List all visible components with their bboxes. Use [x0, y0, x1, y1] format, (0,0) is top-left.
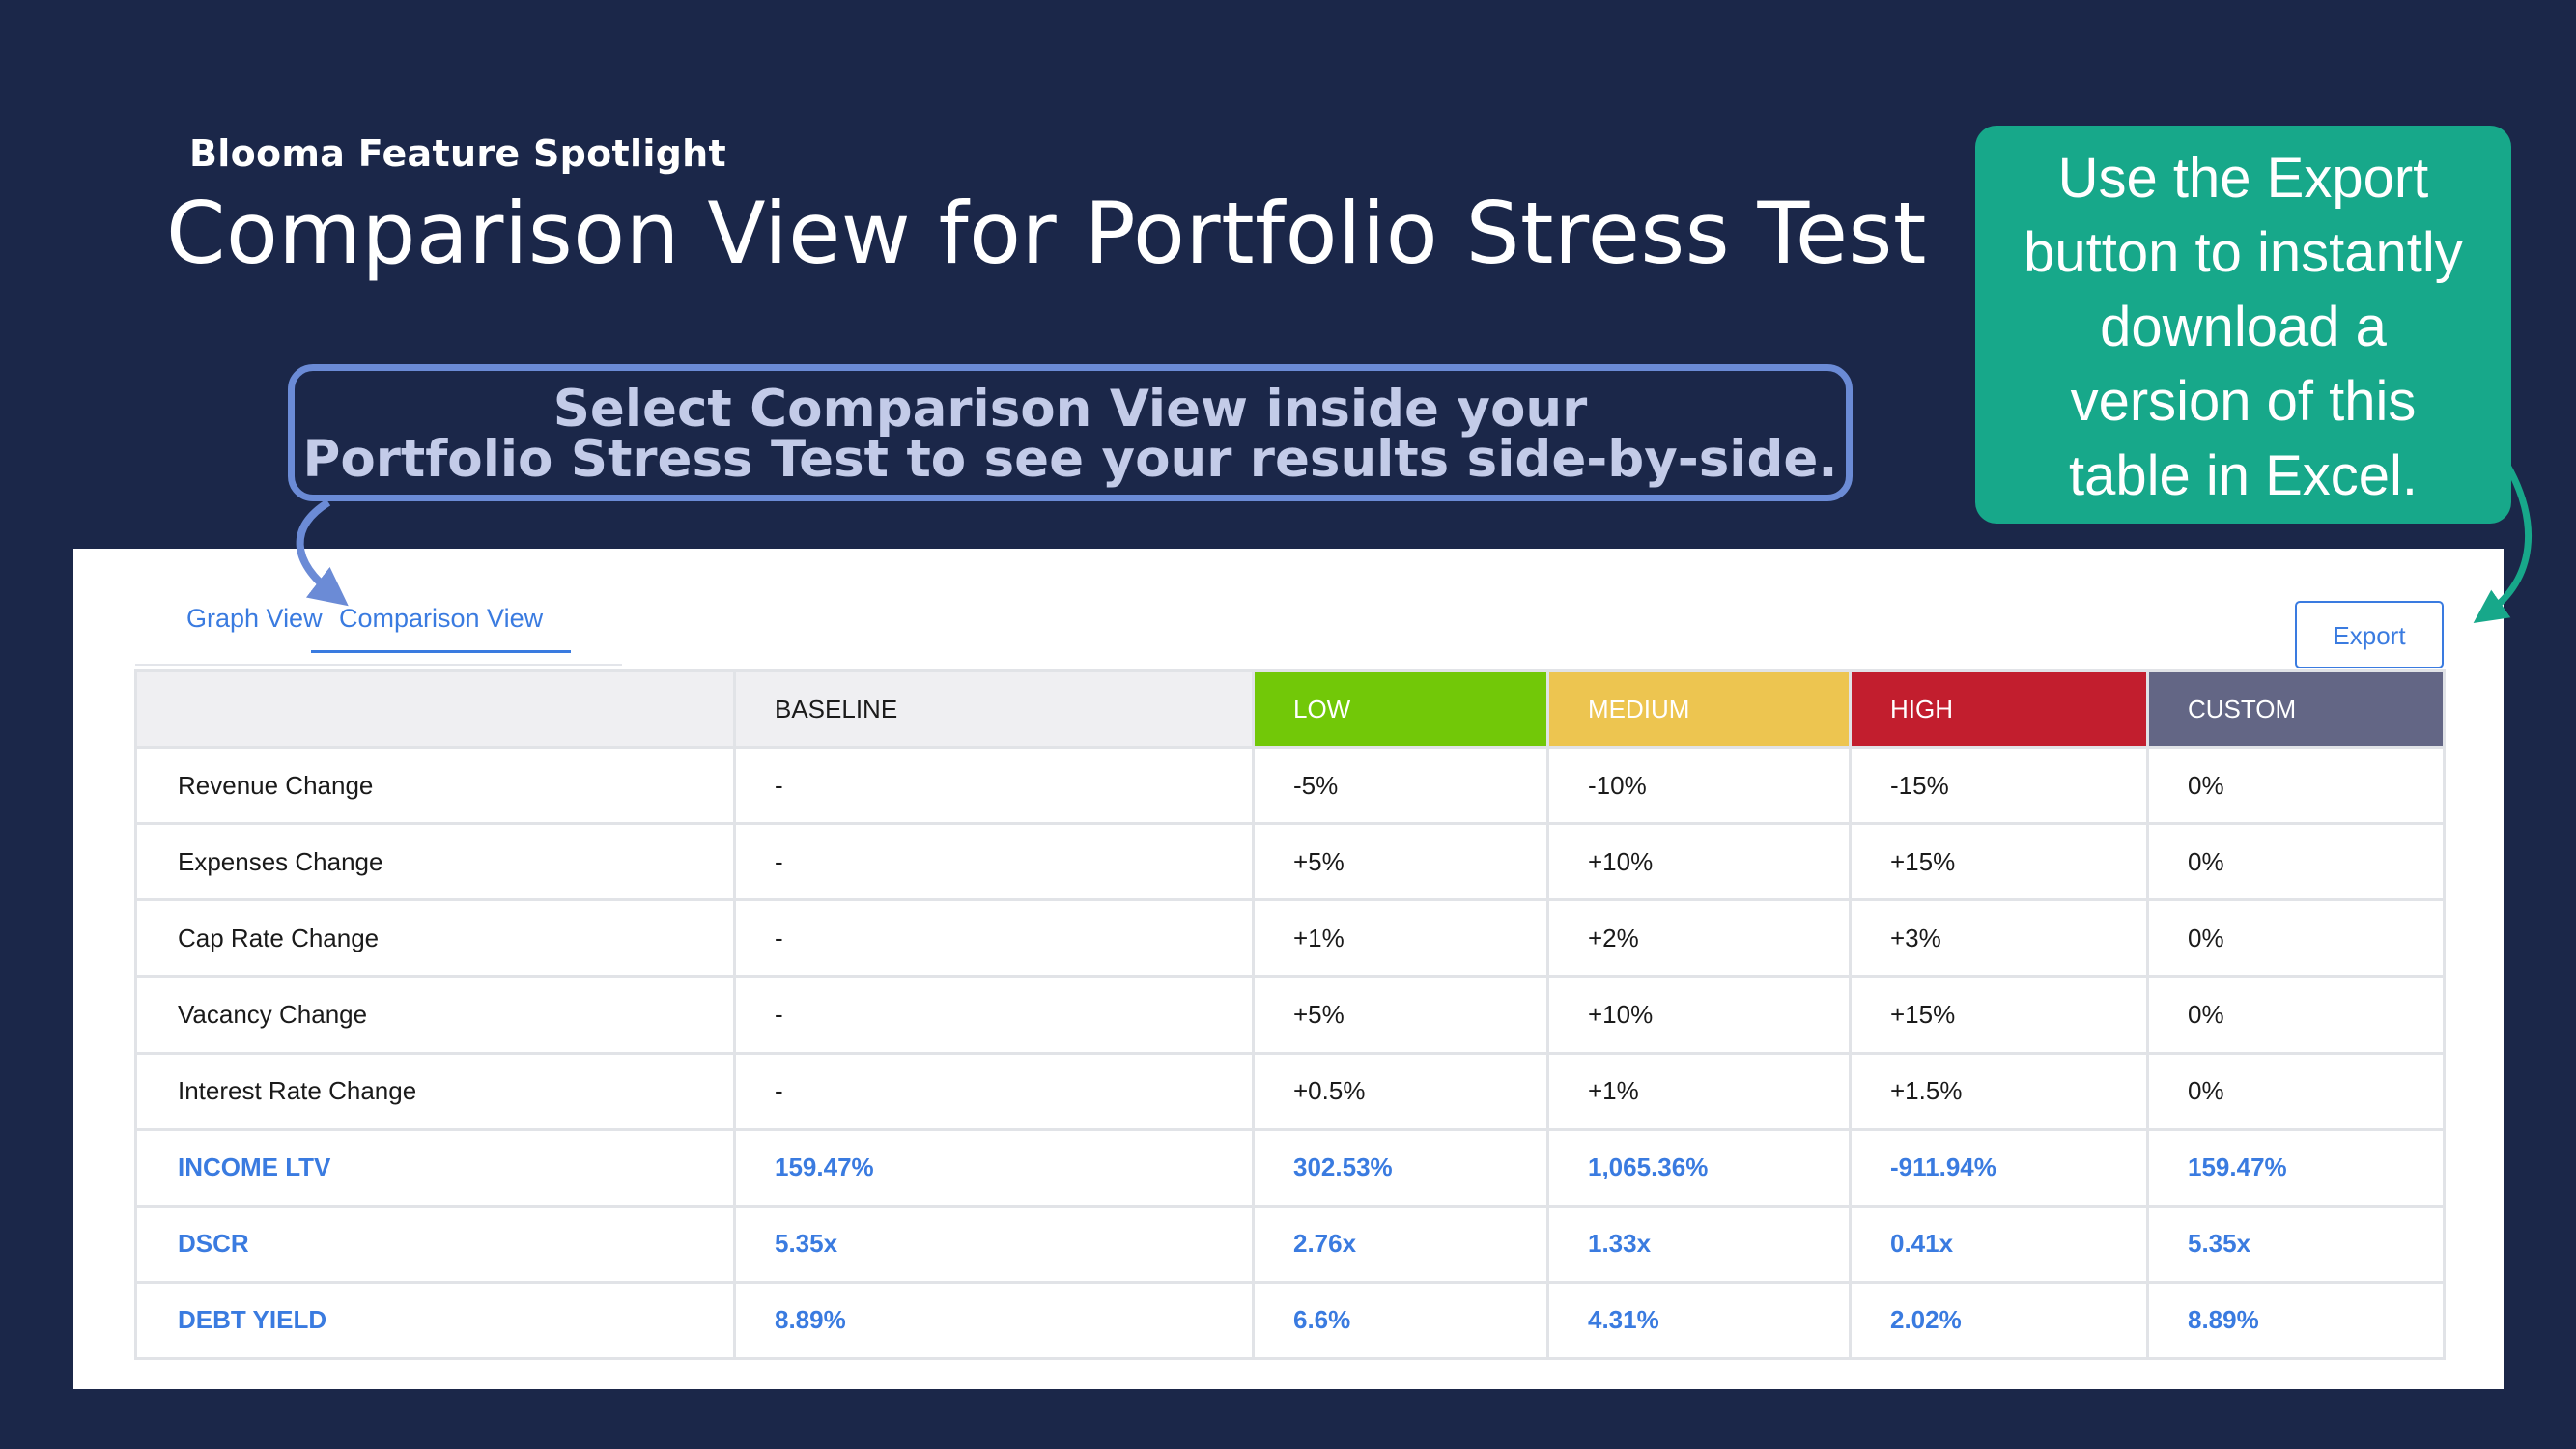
table-cell: 0%	[2146, 822, 2446, 902]
export-button[interactable]: Export	[2295, 601, 2444, 668]
row-label: Cap Rate Change	[134, 898, 736, 979]
table-row: DEBT YIELD 8.89% 6.6% 4.31% 2.02% 8.89%	[134, 1280, 2446, 1361]
comparison-callout: Select Comparison View inside your Portf…	[288, 364, 1853, 501]
table-cell: 0.41x	[1849, 1204, 2149, 1284]
table-cell: 5.35x	[2146, 1204, 2446, 1284]
table-cell: +15%	[1849, 975, 2149, 1055]
table-cell: 0%	[2146, 745, 2446, 826]
feature-kicker: Blooma Feature Spotlight	[189, 132, 726, 175]
table-row: Cap Rate Change - +1% +2% +3% 0%	[134, 898, 2446, 979]
row-label: DEBT YIELD	[134, 1280, 736, 1361]
table-cell: +1%	[1252, 898, 1549, 979]
table-cell: 4.31%	[1546, 1280, 1852, 1361]
header-low: LOW	[1252, 669, 1549, 749]
table-cell: 2.76x	[1252, 1204, 1549, 1284]
table-cell: -15%	[1849, 745, 2149, 826]
table-cell: 0%	[2146, 1051, 2446, 1131]
row-label: Expenses Change	[134, 822, 736, 902]
header-high: HIGH	[1849, 669, 2149, 749]
export-callout-line: download a	[2100, 296, 2387, 358]
row-label: DSCR	[134, 1204, 736, 1284]
table-cell: 0%	[2146, 975, 2446, 1055]
table-cell: +2%	[1546, 898, 1852, 979]
table-cell: 8.89%	[2146, 1280, 2446, 1361]
export-callout-line: version of this	[2070, 370, 2417, 433]
table-cell: +1.5%	[1849, 1051, 2149, 1131]
header-baseline: BASELINE	[733, 669, 1255, 749]
table-cell: -10%	[1546, 745, 1852, 826]
table-row: Vacancy Change - +5% +10% +15% 0%	[134, 975, 2446, 1055]
table-cell: +10%	[1546, 975, 1852, 1055]
table-cell: 1,065.36%	[1546, 1127, 1852, 1208]
table-cell: +1%	[1546, 1051, 1852, 1131]
table-cell: 159.47%	[2146, 1127, 2446, 1208]
table-cell: +0.5%	[1252, 1051, 1549, 1131]
table-cell: 302.53%	[1252, 1127, 1549, 1208]
tab-comparison-view[interactable]: Comparison View	[311, 597, 572, 653]
table-cell: -	[733, 898, 1255, 979]
comparison-arrow-icon	[296, 498, 349, 607]
export-arrow-icon	[2473, 462, 2533, 624]
table-cell: 0%	[2146, 898, 2446, 979]
app-panel: Graph View Comparison View Export BASELI…	[73, 549, 2504, 1389]
table-cell: 8.89%	[733, 1280, 1255, 1361]
table-cell: +10%	[1546, 822, 1852, 902]
header-medium: MEDIUM	[1546, 669, 1852, 749]
table-cell: -5%	[1252, 745, 1549, 826]
table-cell: 6.6%	[1252, 1280, 1549, 1361]
table-cell: +3%	[1849, 898, 2149, 979]
table-cell: +15%	[1849, 822, 2149, 902]
export-callout-line: Use the Export	[2057, 147, 2429, 210]
table-cell: -	[733, 822, 1255, 902]
table-cell: +5%	[1252, 822, 1549, 902]
tab-divider	[135, 664, 622, 666]
callout-line-1: Select Comparison View inside your	[552, 380, 1588, 439]
table-cell: -	[733, 745, 1255, 826]
export-callout: Use the Export button to instantly downl…	[1975, 126, 2511, 524]
header-label	[134, 669, 736, 749]
page-title: Comparison View for Portfolio Stress Tes…	[166, 184, 1927, 283]
table-cell: 1.33x	[1546, 1204, 1852, 1284]
export-callout-line: button to instantly	[2024, 221, 2463, 284]
comparison-table: BASELINE LOW MEDIUM HIGH CUSTOM Revenue …	[134, 669, 2446, 1361]
tab-graph-view[interactable]: Graph View	[186, 604, 323, 633]
table-cell: -	[733, 1051, 1255, 1131]
header-custom: CUSTOM	[2146, 669, 2446, 749]
table-cell: -911.94%	[1849, 1127, 2149, 1208]
row-label: INCOME LTV	[134, 1127, 736, 1208]
callout-line-2: Portfolio Stress Test to see your result…	[302, 430, 1838, 489]
table-cell: 5.35x	[733, 1204, 1255, 1284]
table-cell: 159.47%	[733, 1127, 1255, 1208]
table-header-row: BASELINE LOW MEDIUM HIGH CUSTOM	[134, 669, 2446, 749]
table-cell: -	[733, 975, 1255, 1055]
table-row: Interest Rate Change - +0.5% +1% +1.5% 0%	[134, 1051, 2446, 1131]
row-label: Revenue Change	[134, 745, 736, 826]
row-label: Interest Rate Change	[134, 1051, 736, 1131]
table-cell: 2.02%	[1849, 1280, 2149, 1361]
table-row: Expenses Change - +5% +10% +15% 0%	[134, 822, 2446, 902]
export-callout-line: table in Excel.	[2068, 444, 2419, 507]
table-row: Revenue Change - -5% -10% -15% 0%	[134, 745, 2446, 826]
table-row: DSCR 5.35x 2.76x 1.33x 0.41x 5.35x	[134, 1204, 2446, 1284]
view-tabs: Graph View Comparison View	[135, 597, 599, 653]
row-label: Vacancy Change	[134, 975, 736, 1055]
table-row: INCOME LTV 159.47% 302.53% 1,065.36% -911.94…	[134, 1127, 2446, 1208]
table-cell: +5%	[1252, 975, 1549, 1055]
